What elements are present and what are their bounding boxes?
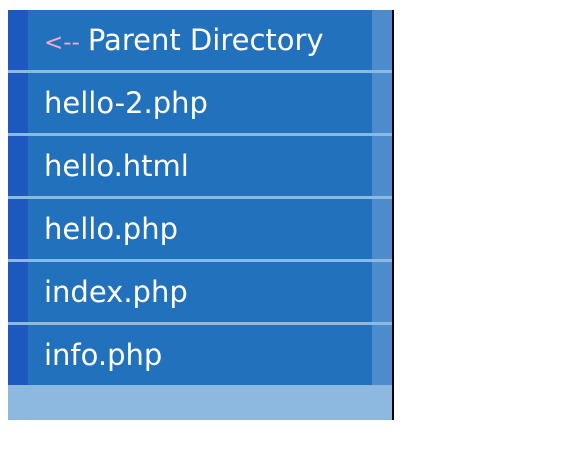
file-list: <-- Parent Directory hello-2.php hello.ht…	[8, 10, 392, 388]
file-item-hello-html[interactable]: hello.html	[8, 136, 392, 196]
row-left-strip	[8, 262, 28, 322]
file-item-info-php[interactable]: info.php	[8, 325, 392, 385]
row-left-strip	[8, 325, 28, 385]
back-arrow-icon: <--	[44, 30, 80, 56]
row-left-strip	[8, 73, 28, 133]
row-right-strip	[372, 325, 392, 385]
parent-directory-label-wrap: <-- Parent Directory	[44, 10, 324, 70]
file-item-hello-2-php[interactable]: hello-2.php	[8, 73, 392, 133]
file-name: index.php	[44, 275, 188, 309]
directory-listing: <-- Parent Directory hello-2.php hello.ht…	[8, 10, 392, 420]
row-right-strip	[372, 73, 392, 133]
row-right-strip	[372, 262, 392, 322]
file-item-index-php[interactable]: index.php	[8, 262, 392, 322]
file-name: hello.html	[44, 149, 189, 183]
row-right-strip	[372, 136, 392, 196]
row-left-strip	[8, 10, 28, 70]
file-name: info.php	[44, 338, 163, 372]
parent-directory-label: Parent Directory	[87, 23, 324, 57]
row-right-strip	[372, 199, 392, 259]
parent-directory-link[interactable]: <-- Parent Directory	[8, 10, 392, 70]
row-right-strip	[372, 10, 392, 70]
row-left-strip	[8, 199, 28, 259]
file-name: hello-2.php	[44, 86, 208, 120]
listing-right-border	[392, 10, 394, 420]
file-name: hello.php	[44, 212, 178, 246]
file-item-hello-php[interactable]: hello.php	[8, 199, 392, 259]
row-left-strip	[8, 136, 28, 196]
